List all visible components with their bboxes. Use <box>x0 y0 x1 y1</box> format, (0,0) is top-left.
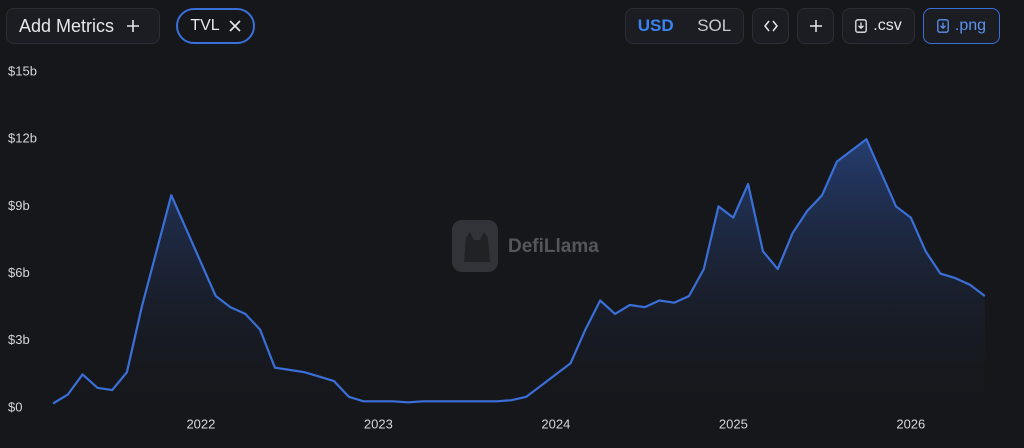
add-button[interactable] <box>797 8 834 44</box>
watermark: DefiLlama <box>452 220 599 272</box>
metric-chip[interactable]: TVL <box>176 8 255 44</box>
plus-icon <box>127 20 140 32</box>
y-tick-label: $15b <box>8 63 37 78</box>
y-tick-label: $3b <box>8 332 30 347</box>
x-tick-label: 2024 <box>541 416 570 431</box>
csv-button[interactable]: .csv <box>842 8 915 44</box>
png-label: .png <box>954 17 987 34</box>
area-fill <box>53 139 985 408</box>
y-tick-label: $9b <box>8 198 30 213</box>
download-icon <box>855 19 868 33</box>
x-tick-label: 2025 <box>719 416 748 431</box>
x-tick-label: 2022 <box>186 416 215 431</box>
x-tick-label: 2023 <box>364 416 393 431</box>
code-icon <box>763 20 778 32</box>
metric-chip-label: TVL <box>190 17 220 34</box>
watermark-text: DefiLlama <box>508 236 599 257</box>
currency-option[interactable]: SOL <box>697 16 732 35</box>
download-icon <box>937 19 949 33</box>
csv-label: .csv <box>873 17 902 34</box>
watermark-logo <box>452 220 498 272</box>
currency-option[interactable]: USD <box>637 16 674 35</box>
y-tick-label: $6b <box>8 265 30 280</box>
close-icon <box>229 20 241 32</box>
line <box>52 138 986 405</box>
watermark-llama <box>464 232 490 262</box>
add-metrics-button[interactable]: Add Metrics <box>6 8 160 44</box>
currency-toggle: USD SOL <box>625 8 744 44</box>
plus-icon <box>809 20 822 32</box>
y-tick-label: $12b <box>8 131 37 146</box>
x-tick-label: 2026 <box>896 416 925 431</box>
y-tick-label: $0 <box>8 399 22 414</box>
add-metrics-label: Add Metrics <box>19 15 115 36</box>
embed-button[interactable] <box>752 8 789 44</box>
png-button[interactable]: .png <box>923 8 1000 44</box>
